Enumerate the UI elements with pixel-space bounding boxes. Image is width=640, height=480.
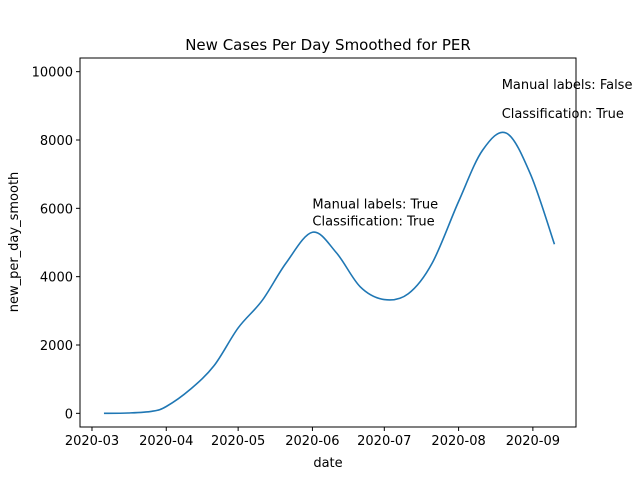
annotation-classification: Classification: True [502,107,624,122]
y-tick-label: 2000 [40,339,73,354]
x-tick-label: 2020-06 [285,434,339,449]
y-axis: 0 2000 4000 6000 8000 10000 [32,66,80,422]
y-axis-label: new_per_day_smooth [7,172,22,313]
y-tick-label: 8000 [40,134,73,149]
axes-frame [79,57,577,428]
annotation-classification: Classification: True [312,214,434,229]
x-tick-label: 2020-08 [431,434,485,449]
x-tick-label: 2020-09 [506,434,560,449]
x-tick-label: 2020-07 [357,434,411,449]
plot-area [103,131,556,415]
y-tick-label: 10000 [32,66,73,81]
x-tick-label: 2020-04 [139,434,193,449]
y-tick-label: 0 [65,407,73,422]
annotation-manual-labels: Manual labels: True [312,197,438,212]
series-line-0 [103,131,556,415]
x-axis-label: date [313,456,342,471]
y-tick-label: 4000 [40,271,73,286]
x-tick-label: 2020-05 [211,434,265,449]
annotations: Manual labels: True Classification: True M… [312,78,632,230]
annotation-manual-labels: Manual labels: False [502,78,633,93]
chart-title: New Cases Per Day Smoothed for PER [185,36,471,54]
y-tick-label: 6000 [40,202,73,217]
x-axis: 2020-03 2020-04 2020-05 2020-06 2020-07 2020-… [65,427,560,449]
x-tick-label: 2020-03 [65,434,119,449]
